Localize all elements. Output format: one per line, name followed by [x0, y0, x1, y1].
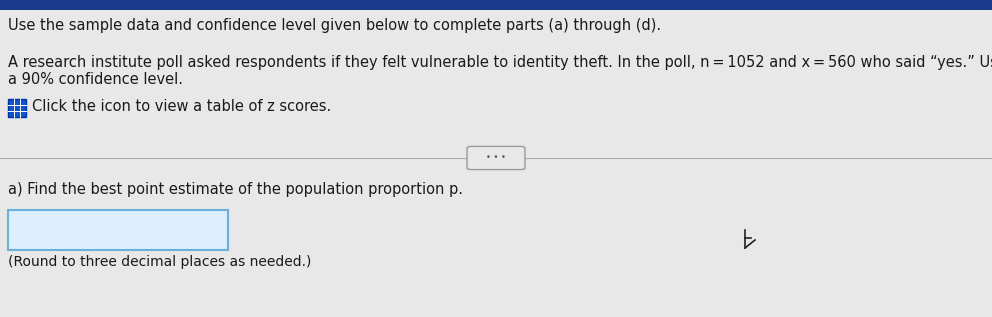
FancyBboxPatch shape — [8, 99, 26, 117]
Text: • • •: • • • — [486, 153, 506, 163]
Text: a) Find the best point estimate of the population proportion p.: a) Find the best point estimate of the p… — [8, 182, 463, 197]
FancyBboxPatch shape — [467, 146, 525, 170]
FancyBboxPatch shape — [0, 0, 992, 10]
FancyBboxPatch shape — [8, 210, 228, 250]
Text: a 90% confidence level.: a 90% confidence level. — [8, 72, 183, 87]
Text: A research institute poll asked respondents if they felt vulnerable to identity : A research institute poll asked responde… — [8, 55, 992, 70]
Text: Use the sample data and confidence level given below to complete parts (a) throu: Use the sample data and confidence level… — [8, 18, 661, 33]
Text: Click the icon to view a table of z scores.: Click the icon to view a table of z scor… — [32, 99, 331, 114]
Text: (Round to three decimal places as needed.): (Round to three decimal places as needed… — [8, 255, 311, 269]
